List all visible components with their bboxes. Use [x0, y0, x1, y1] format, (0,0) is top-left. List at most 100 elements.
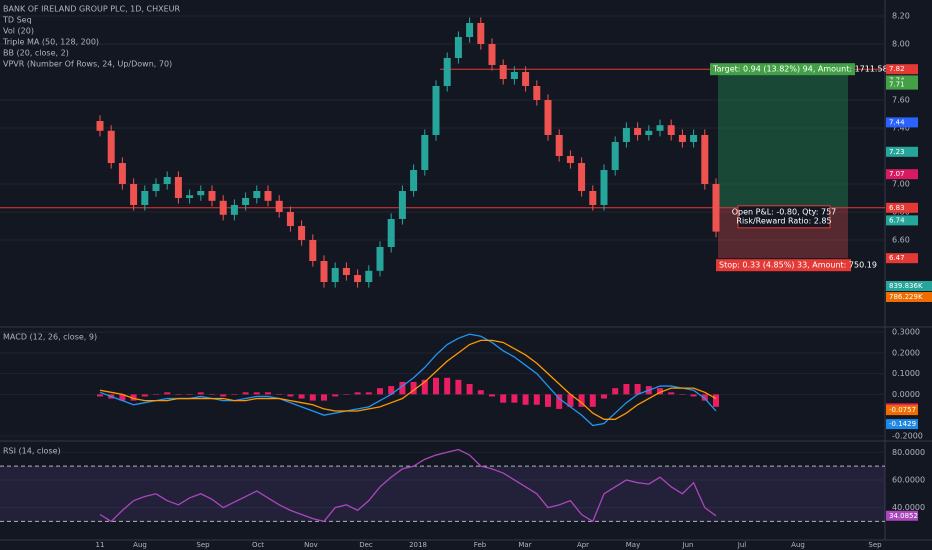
histogram-bar	[623, 384, 630, 395]
price-tag	[886, 169, 918, 180]
histogram-bar	[533, 394, 540, 405]
indicator-line	[99, 333, 717, 427]
pnl-text: Open P&L: -0.80, Qty: 757	[732, 207, 837, 216]
candle-body	[331, 268, 339, 282]
candle-body	[466, 23, 474, 37]
candle-body	[421, 135, 429, 170]
histogram-bar	[321, 394, 327, 401]
panel-title: RSI (14, close)	[3, 447, 61, 456]
candle-body	[477, 23, 485, 44]
candle-body	[533, 86, 541, 100]
histogram-bar	[287, 394, 294, 397]
x-tick-label: Sep	[196, 541, 210, 549]
histogram-bar	[455, 379, 462, 395]
histogram-bar	[388, 386, 395, 395]
histogram-bar	[567, 394, 574, 407]
candle-body	[230, 205, 238, 215]
y-tick-label: 6.60	[892, 236, 910, 245]
price-tag	[886, 117, 918, 128]
x-tick-label: Jun	[682, 541, 694, 549]
candle-body	[141, 191, 149, 205]
candle-body	[645, 130, 653, 135]
x-tick-label: 2018	[409, 541, 427, 549]
candle-body	[264, 191, 272, 201]
candle-body	[96, 121, 104, 131]
price-tag	[886, 79, 918, 90]
histogram-bar	[265, 392, 271, 395]
y-tick-label: 8.00	[892, 40, 910, 49]
indicator-line	[99, 339, 717, 420]
candle-body	[667, 125, 675, 135]
volume-tag-label: 839.836K	[889, 282, 923, 290]
histogram-bar	[421, 379, 428, 395]
target-zone	[718, 69, 848, 208]
histogram-bar	[220, 394, 227, 397]
price-tag	[886, 146, 918, 157]
histogram-bar	[175, 394, 182, 395]
histogram-bar	[309, 394, 316, 401]
histogram-bar	[209, 394, 215, 395]
volume-tag	[886, 292, 932, 302]
y-tick-label: 0.3000	[892, 328, 920, 337]
y-tick-label: 7.00	[892, 180, 910, 189]
price-tag	[886, 419, 918, 430]
histogram-bar	[500, 394, 507, 403]
candle-body	[634, 128, 642, 135]
histogram-bar	[130, 394, 137, 401]
candle-body	[174, 177, 182, 198]
histogram-bar	[522, 394, 529, 405]
panel-title: BANK OF IRELAND GROUP PLC, 1D, CHXEUR	[3, 5, 181, 14]
candle-body	[152, 184, 160, 191]
y-tick-label: 0.1000	[892, 369, 920, 378]
x-tick-label: Dec	[359, 541, 373, 549]
y-tick-label: 7.60	[892, 96, 910, 105]
price-tag-label: 7.07	[889, 170, 905, 178]
candle-body	[611, 142, 619, 170]
candle-body	[410, 170, 418, 191]
candle-body	[163, 177, 171, 184]
histogram-bar	[197, 392, 204, 395]
stop-box	[716, 259, 851, 272]
price-tag	[886, 510, 918, 521]
candle-body	[354, 275, 362, 282]
candle-body	[488, 44, 496, 65]
histogram-bar	[298, 394, 305, 399]
candle-body	[387, 219, 395, 247]
y-tick-label: 8.20	[892, 12, 910, 21]
y-tick-label: 7.40	[892, 124, 910, 133]
histogram-bar	[444, 377, 451, 395]
histogram-bar	[242, 392, 249, 395]
candle-body	[510, 72, 518, 79]
y-tick-label: 60.0000	[892, 475, 925, 484]
volume-tag-label: 786.229K	[889, 293, 923, 301]
candle-body	[499, 65, 507, 79]
histogram-bar	[141, 394, 148, 397]
candle-body	[566, 156, 574, 163]
histogram-bar	[556, 394, 563, 409]
x-tick-label: Jul	[737, 541, 747, 549]
histogram-bar	[343, 394, 350, 395]
candle-body	[690, 135, 698, 142]
candle-body	[186, 195, 194, 198]
histogram-bar	[410, 381, 417, 395]
histogram-bar	[354, 392, 361, 395]
candle-body	[398, 191, 406, 219]
candle-body	[208, 191, 216, 201]
histogram-bar	[545, 394, 551, 407]
x-tick-label: May	[626, 541, 640, 549]
candle-body	[589, 191, 597, 205]
histogram-bar	[701, 394, 708, 401]
histogram-bar	[399, 381, 406, 395]
candle-body	[365, 270, 373, 282]
histogram-bar	[690, 394, 697, 397]
candle-body	[309, 240, 317, 261]
candle-body	[578, 163, 586, 191]
candle-body	[600, 170, 608, 205]
histogram-bar	[657, 388, 663, 395]
histogram-bar	[477, 390, 484, 395]
price-tag	[886, 253, 918, 264]
candle-body	[443, 58, 451, 86]
candle-body	[275, 200, 283, 212]
histogram-bar	[679, 394, 686, 395]
